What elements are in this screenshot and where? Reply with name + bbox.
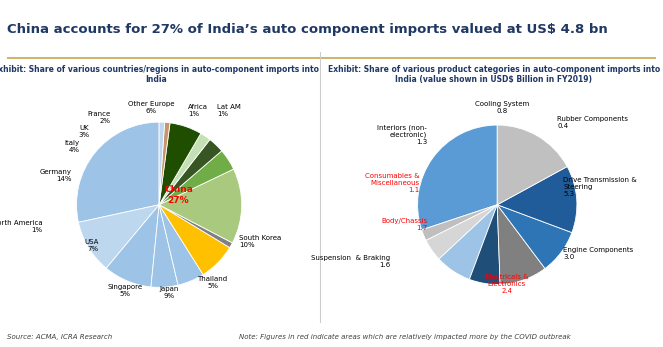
Wedge shape [159,134,210,205]
Wedge shape [418,125,497,230]
Wedge shape [151,205,178,287]
Wedge shape [497,167,577,232]
Text: Thailand
5%: Thailand 5% [198,276,227,289]
Text: China accounts for 27% of India’s auto component imports valued at US$ 4.8 bn: China accounts for 27% of India’s auto c… [7,23,607,36]
Wedge shape [497,125,567,205]
Text: Suspension  & Braking
1.6: Suspension & Braking 1.6 [311,255,391,268]
Wedge shape [159,122,164,205]
Wedge shape [76,122,159,222]
Text: Exhibit: Share of various countries/regions in auto-component imports into
India: Exhibit: Share of various countries/regi… [0,65,319,84]
Wedge shape [159,205,233,248]
Text: Other Europe
6%: Other Europe 6% [128,101,174,114]
Text: Rubber Components
0.4: Rubber Components 0.4 [558,116,629,129]
Text: Note: Figures in red indicate areas which are relatively impacted more by the CO: Note: Figures in red indicate areas whic… [239,333,570,340]
Wedge shape [426,205,497,259]
Text: Electricals &
Electronics
2.4: Electricals & Electronics 2.4 [485,274,529,294]
Text: Drive Transmission &
Steering
5.3: Drive Transmission & Steering 5.3 [564,177,637,197]
Wedge shape [159,139,221,205]
Wedge shape [422,205,497,240]
Text: China
27%: China 27% [164,185,193,205]
Wedge shape [159,169,242,243]
Text: Italy
4%: Italy 4% [64,140,80,153]
Wedge shape [159,205,203,285]
Text: USA
7%: USA 7% [84,239,99,252]
Text: Other North America
1%: Other North America 1% [0,220,42,232]
Text: Africa
1%: Africa 1% [188,104,208,117]
Wedge shape [497,205,545,284]
Text: Interiors (non-
electronic)
1.3: Interiors (non- electronic) 1.3 [377,124,427,145]
Wedge shape [159,205,229,274]
Wedge shape [497,205,572,269]
Wedge shape [159,122,170,205]
Text: South Korea
10%: South Korea 10% [239,235,281,248]
Wedge shape [159,151,233,205]
Text: UK
3%: UK 3% [78,125,89,138]
Wedge shape [78,205,159,268]
Text: Lat AM
1%: Lat AM 1% [217,104,241,117]
Text: Exhibit: Share of various product categories in auto-component imports into
Indi: Exhibit: Share of various product catego… [328,65,660,84]
Text: Body/Chassis
1.7: Body/Chassis 1.7 [381,218,427,231]
Text: Germany
14%: Germany 14% [40,169,72,182]
Text: Engine Components
3.0: Engine Components 3.0 [564,247,634,260]
Text: Cooling System
0.8: Cooling System 0.8 [475,101,529,114]
Text: France
2%: France 2% [88,111,111,124]
Text: Consumables &
Miscellaneous
1.1: Consumables & Miscellaneous 1.1 [365,174,420,193]
Wedge shape [106,205,159,287]
Wedge shape [159,123,201,205]
Text: Singapore
5%: Singapore 5% [107,284,143,297]
Text: Source: ACMA, ICRA Research: Source: ACMA, ICRA Research [7,333,112,340]
Wedge shape [469,205,500,285]
Text: Japan
9%: Japan 9% [159,286,178,299]
Wedge shape [439,205,497,279]
